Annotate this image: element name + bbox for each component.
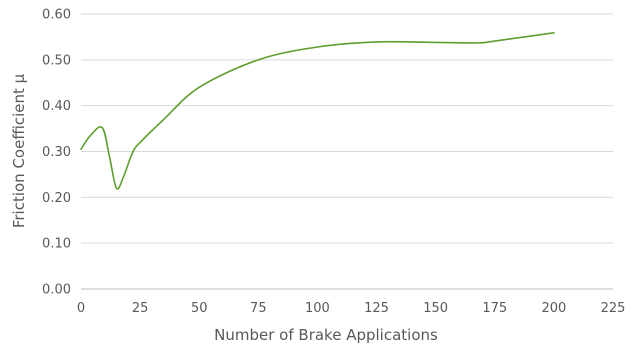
x-tick-label: 0 (77, 301, 85, 316)
y-tick-label: 0.10 (42, 237, 71, 252)
x-tick-label: 50 (191, 301, 208, 316)
x-tick-label: 125 (364, 301, 389, 316)
x-tick-labels: 0 25 50 75 100 125 150 175 200 225 (77, 301, 626, 316)
series-line (80, 31, 555, 190)
x-tick-label: 225 (601, 301, 626, 316)
x-tick-label: 175 (482, 301, 507, 316)
y-tick-label: 0.30 (42, 145, 71, 160)
x-axis-title: Number of Brake Applications (214, 326, 438, 344)
y-tick-label: 0.60 (42, 8, 71, 23)
y-tick-labels: 0.00 0.10 0.20 0.30 0.40 0.50 0.60 (42, 8, 71, 298)
x-tick-label: 75 (250, 301, 267, 316)
y-tick-label: 0.40 (42, 99, 71, 114)
y-axis-title: Friction Coefficient μ (10, 73, 28, 228)
series-group (80, 31, 555, 190)
x-tick-label: 200 (541, 301, 566, 316)
y-tick-label: 0.20 (42, 191, 71, 206)
x-tick-label: 150 (423, 301, 448, 316)
gridlines (81, 13, 613, 290)
x-tick-label: 25 (132, 301, 149, 316)
y-tick-label: 0.50 (42, 53, 71, 68)
y-tick-label: 0.00 (42, 283, 71, 298)
x-tick-label: 100 (305, 301, 330, 316)
